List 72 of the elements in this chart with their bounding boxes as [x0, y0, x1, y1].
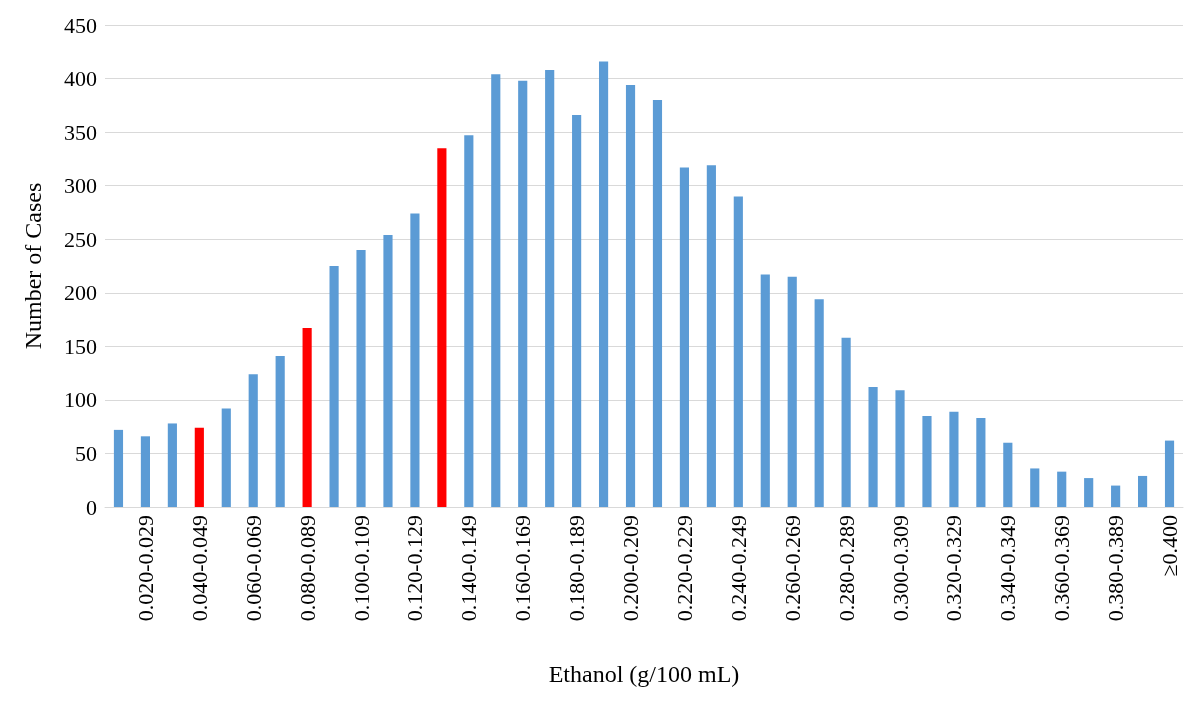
bar [1164, 440, 1175, 507]
bar [1003, 442, 1013, 507]
x-tick-label: 0.360-0.369 [1049, 515, 1075, 622]
x-tick-label: 0.060-0.069 [240, 515, 266, 622]
y-tick-label: 250 [64, 226, 97, 252]
bar [572, 114, 582, 507]
bar [194, 427, 204, 507]
bar [625, 84, 636, 507]
bar [787, 276, 797, 507]
x-tick-label: 0.220-0.229 [671, 515, 697, 622]
bar [949, 411, 959, 507]
bar [221, 408, 231, 507]
bar [679, 167, 690, 507]
bar [113, 429, 124, 507]
x-tick-label: 0.260-0.269 [779, 515, 805, 622]
x-tick-label: 0.380-0.389 [1103, 515, 1129, 622]
bar [464, 135, 474, 507]
x-tick-label: 0.200-0.209 [618, 515, 644, 622]
bar [410, 213, 420, 507]
x-tick-label: 0.300-0.309 [887, 515, 913, 622]
x-tick-label: 0.280-0.289 [833, 515, 859, 622]
y-tick-label: 300 [64, 173, 97, 199]
x-tick-label: 0.040-0.049 [186, 515, 212, 622]
y-tick-label: 100 [64, 387, 97, 413]
bar [760, 274, 770, 507]
bar [275, 355, 285, 507]
bar [652, 99, 663, 507]
x-tick-label: 0.160-0.169 [510, 515, 536, 622]
x-tick-label: 0.120-0.129 [402, 515, 428, 622]
x-tick-label: 0.080-0.089 [294, 515, 320, 622]
y-tick-label: 200 [64, 280, 97, 306]
bar [922, 415, 932, 507]
bar [383, 234, 393, 507]
bar [895, 390, 905, 507]
x-tick-label: 0.100-0.109 [348, 515, 374, 622]
x-tick-label: 0.320-0.329 [941, 515, 967, 622]
bar [1084, 478, 1094, 507]
bar [1057, 471, 1067, 507]
bar [1030, 468, 1040, 507]
bar [976, 418, 986, 507]
y-axis-title: Number of Cases [20, 182, 46, 350]
bar [1111, 485, 1121, 507]
x-tick-label: 0.020-0.029 [132, 515, 158, 622]
x-axis-title: Ethanol (g/100 mL) [548, 661, 740, 687]
bar [356, 249, 366, 507]
bar [437, 148, 447, 507]
bar [518, 80, 528, 507]
x-tick-label: ≥0.400 [1157, 515, 1183, 577]
x-tick-label: 0.140-0.149 [456, 515, 482, 622]
bar [841, 337, 851, 507]
y-tick-label: 400 [64, 66, 97, 92]
y-tick-label: 0 [86, 494, 97, 520]
bar [140, 436, 151, 507]
bar [868, 387, 878, 507]
bar [248, 374, 258, 507]
x-tick-label: 0.240-0.249 [725, 515, 751, 622]
bar [733, 196, 743, 507]
y-tick-label: 150 [64, 333, 97, 359]
y-tick-label: 450 [64, 12, 97, 38]
bar [167, 423, 177, 507]
x-tick-label: 0.340-0.349 [995, 515, 1021, 622]
bar [329, 266, 339, 507]
x-tick-label: 0.180-0.189 [564, 515, 590, 622]
y-tick-label: 50 [75, 440, 97, 466]
bar [302, 328, 312, 507]
bar [814, 299, 824, 507]
bar [706, 165, 716, 507]
bar [598, 61, 609, 507]
bar [545, 69, 555, 507]
bar [1137, 475, 1148, 507]
y-tick-label: 350 [64, 119, 97, 145]
bar [491, 74, 501, 507]
